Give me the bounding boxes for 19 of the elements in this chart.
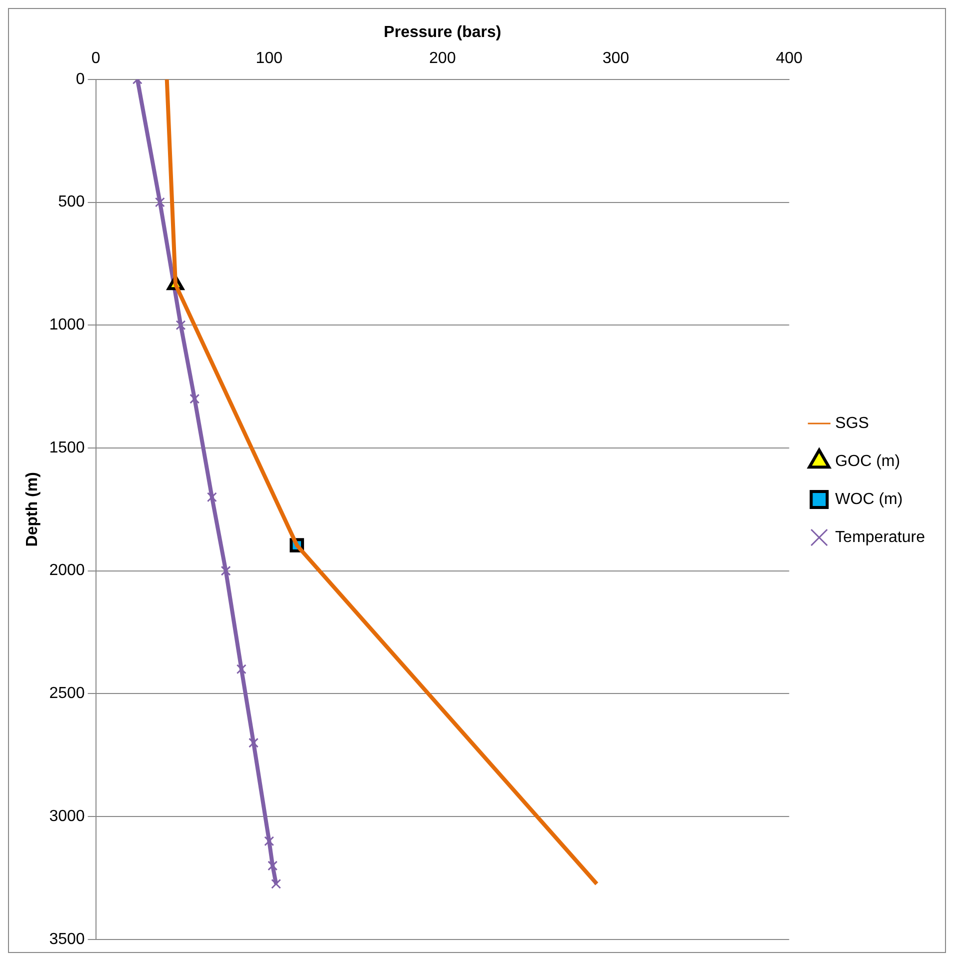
x-axis-title: Pressure (bars) bbox=[384, 24, 502, 42]
x-tick-label: 100 bbox=[256, 50, 283, 68]
legend-label: SGS bbox=[835, 414, 869, 432]
y-tick-label: 1000 bbox=[49, 316, 85, 334]
legend-label: Temperature bbox=[835, 528, 926, 546]
y-tick-label: 3500 bbox=[49, 930, 85, 948]
legend-label: WOC (m) bbox=[835, 490, 903, 508]
y-tick-label: 2500 bbox=[49, 685, 85, 702]
y-tick-label: 2000 bbox=[49, 562, 85, 580]
x-tick-label: 300 bbox=[602, 50, 630, 68]
y-tick-label: 500 bbox=[58, 194, 85, 211]
y-axis-title: Depth (m) bbox=[24, 472, 42, 547]
x-tick-label: 200 bbox=[429, 50, 456, 68]
y-tick-label: 0 bbox=[76, 70, 85, 88]
y-tick-label: 1500 bbox=[49, 439, 85, 456]
x-tick-label: 400 bbox=[776, 50, 803, 68]
y-tick-label: 3000 bbox=[49, 808, 85, 825]
legend-label: GOC (m) bbox=[835, 452, 900, 470]
x-tick-label: 0 bbox=[91, 50, 100, 68]
